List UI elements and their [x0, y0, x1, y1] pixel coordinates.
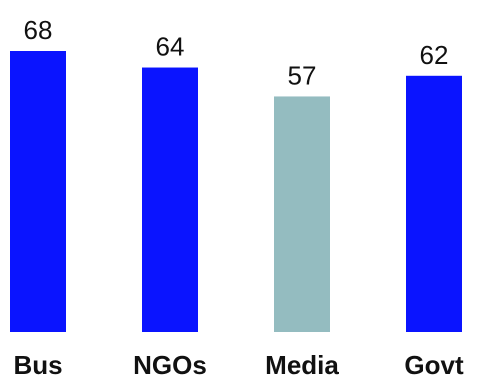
bar-govt	[406, 75, 462, 332]
bar-ngos	[142, 67, 198, 332]
category-label-bus: Bus	[13, 350, 62, 380]
bar-bus	[10, 51, 66, 332]
value-labels-group: 68 64 57 62	[24, 15, 449, 90]
value-label-media: 57	[288, 60, 317, 90]
bars-group	[10, 51, 462, 333]
category-labels-group: Bus NGOs Media Govt	[13, 350, 464, 380]
bar-media	[274, 96, 330, 333]
value-label-ngos: 64	[156, 32, 185, 62]
value-label-govt: 62	[420, 40, 449, 70]
category-label-govt: Govt	[404, 350, 464, 380]
value-label-bus: 68	[24, 15, 53, 45]
category-label-ngos: NGOs	[133, 350, 207, 380]
category-label-media: Media	[265, 350, 339, 380]
